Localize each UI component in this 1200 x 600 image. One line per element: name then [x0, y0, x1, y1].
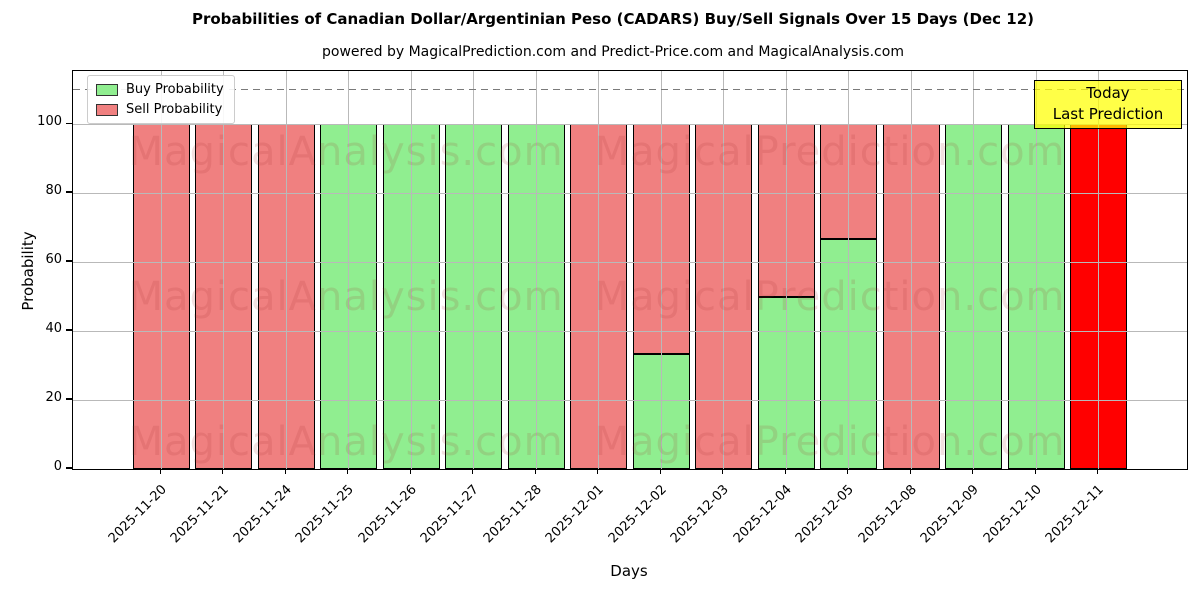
gridline-vertical	[160, 71, 162, 469]
x-axis-tick	[909, 469, 911, 474]
chart-title: Probabilities of Canadian Dollar/Argenti…	[191, 10, 1035, 28]
watermark-text: MagicalAnalysis.com	[128, 419, 564, 465]
gridline-horizontal	[73, 123, 1187, 125]
y-tick-label: 20	[45, 390, 62, 406]
gridline-vertical	[1035, 71, 1037, 469]
y-tick-label: 100	[37, 114, 62, 130]
gridline-vertical	[473, 71, 475, 469]
x-tick-label-text: 2025-11-28	[480, 482, 545, 547]
y-axis-tick	[66, 122, 72, 124]
x-tick-label-text: 2025-12-09	[918, 482, 983, 547]
y-tick-label: 0	[53, 459, 62, 474]
watermark-text: MagicalAnalysis.com	[128, 274, 564, 320]
gridline-vertical	[973, 71, 975, 469]
x-axis-tick	[659, 469, 661, 474]
y-tick-label: 60	[45, 252, 62, 268]
gridline-vertical	[848, 71, 850, 469]
x-tick-label-text: 2025-11-25	[293, 482, 358, 547]
y-axis-label: Probability	[19, 231, 37, 311]
x-tick-label-text: 2025-11-27	[418, 482, 483, 547]
watermark-text: MagicalPrediction.com	[594, 274, 1066, 320]
gridline-vertical	[348, 71, 350, 469]
x-axis-tick	[722, 469, 724, 474]
x-axis-label: Days	[610, 562, 648, 580]
chart-legend: Buy Probability Sell Probability	[87, 75, 235, 124]
legend-label-buy: Buy Probability	[126, 82, 224, 97]
annotation-line-today: Today	[1086, 84, 1130, 102]
y-tick-label: 40	[45, 321, 62, 337]
gridline-horizontal	[73, 261, 1187, 263]
watermark-text: MagicalAnalysis.com	[128, 129, 564, 175]
x-axis-tick	[847, 469, 849, 474]
x-axis-tick	[972, 469, 974, 474]
x-axis-tick	[159, 469, 161, 474]
x-axis-tick	[1097, 469, 1099, 474]
gridline-vertical	[910, 71, 912, 469]
y-axis-tick	[66, 467, 72, 469]
x-axis-tick	[1034, 469, 1036, 474]
x-tick-label-text: 2025-12-04	[730, 482, 795, 547]
x-tick-label-text: 2025-12-05	[793, 482, 858, 547]
x-axis-tick	[222, 469, 224, 474]
x-tick-label-text: 2025-12-01	[543, 482, 608, 547]
y-axis-tick	[66, 260, 72, 262]
gridline-vertical	[410, 71, 412, 469]
gridline-vertical	[285, 71, 287, 469]
gridline-vertical	[223, 71, 225, 469]
dashed-threshold-line	[73, 88, 1187, 91]
y-axis-tick	[66, 191, 72, 193]
gridline-vertical	[785, 71, 787, 469]
x-tick-label-text: 2025-12-11	[1043, 482, 1108, 547]
x-axis-tick	[472, 469, 474, 474]
watermark-text: MagicalPrediction.com	[594, 129, 1066, 175]
legend-item-sell: Sell Probability	[96, 102, 224, 117]
gridline-horizontal	[73, 192, 1187, 194]
gridline-horizontal	[73, 399, 1187, 401]
x-tick-label-text: 2025-11-21	[168, 482, 233, 547]
gridline-vertical	[535, 71, 537, 469]
x-axis-tick	[597, 469, 599, 474]
x-tick-label-text: 2025-11-24	[230, 482, 295, 547]
watermark-text: MagicalPrediction.com	[594, 419, 1066, 465]
plot-area: Buy Probability Sell Probability Today L…	[72, 70, 1188, 470]
x-tick-label-text: 2025-11-26	[355, 482, 420, 547]
gridline-vertical	[1098, 71, 1100, 469]
buy-probability-swatch	[96, 83, 118, 96]
y-axis-tick	[66, 329, 72, 331]
legend-item-buy: Buy Probability	[96, 82, 224, 97]
x-axis-tick	[534, 469, 536, 474]
annotation-line-last-prediction: Last Prediction	[1052, 105, 1164, 123]
gridline-vertical	[598, 71, 600, 469]
legend-label-sell: Sell Probability	[126, 102, 223, 117]
y-tick-label: 80	[45, 183, 62, 199]
x-axis-tick	[784, 469, 786, 474]
x-axis-tick	[284, 469, 286, 474]
chart-subtitle: powered by MagicalPrediction.com and Pre…	[322, 44, 904, 60]
gridline-vertical	[723, 71, 725, 469]
gridline-vertical	[660, 71, 662, 469]
x-axis-tick	[347, 469, 349, 474]
x-tick-label-text: 2025-12-08	[855, 482, 920, 547]
today-annotation: Today Last Prediction	[1034, 80, 1182, 129]
sell-probability-swatch	[96, 103, 118, 116]
x-tick-label-text: 2025-12-02	[605, 482, 670, 547]
x-tick-label-text: 2025-12-03	[668, 482, 733, 547]
x-axis-tick	[409, 469, 411, 474]
x-tick-label-text: 2025-11-20	[105, 482, 170, 547]
gridline-horizontal	[73, 330, 1187, 332]
x-tick-label-text: 2025-12-10	[980, 482, 1045, 547]
y-axis-tick	[66, 398, 72, 400]
